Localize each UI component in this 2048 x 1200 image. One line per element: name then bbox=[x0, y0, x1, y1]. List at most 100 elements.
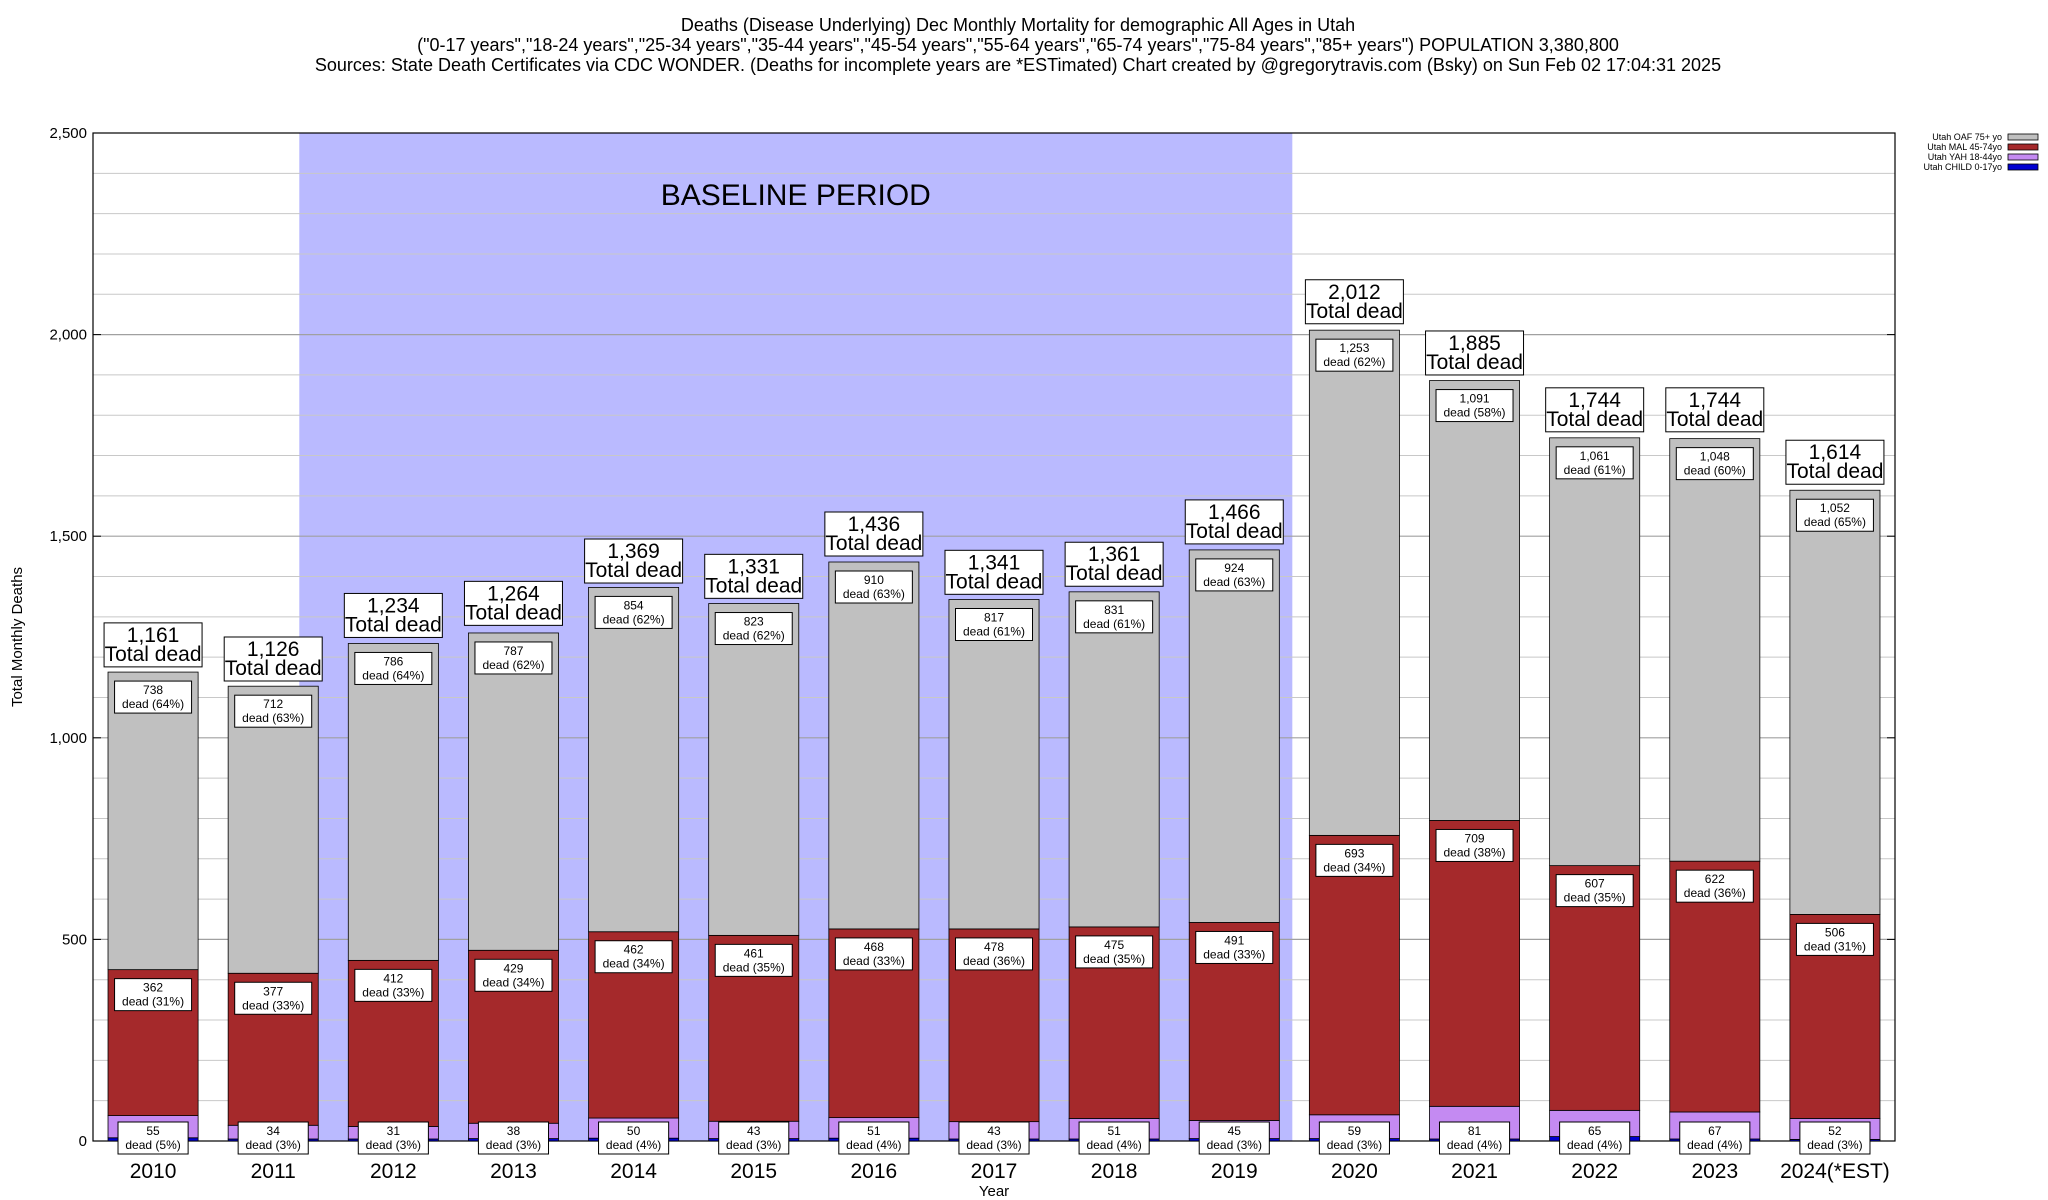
oaf-segment bbox=[1068, 591, 1160, 928]
data-label-box bbox=[234, 694, 313, 728]
total-suffix: Total dead bbox=[1186, 520, 1283, 543]
data-label-value: 429 bbox=[503, 961, 523, 975]
data-label-box bbox=[1438, 1121, 1511, 1155]
data-label-value: 43 bbox=[747, 1124, 761, 1138]
total-label-box bbox=[1304, 279, 1404, 325]
data-label-value: 412 bbox=[383, 971, 403, 985]
data-label-box bbox=[714, 612, 793, 646]
data-label-box bbox=[1195, 930, 1274, 964]
data-label-value: 491 bbox=[1224, 933, 1244, 947]
legend-label: Utah CHILD 0-17yo bbox=[1923, 162, 2002, 172]
total-suffix: Total dead bbox=[946, 570, 1043, 593]
data-label-value: 1,052 bbox=[1820, 501, 1850, 515]
data-label-value: 924 bbox=[1224, 561, 1244, 575]
total-label-box bbox=[824, 511, 924, 557]
data-label-pct: dead (62%) bbox=[1323, 355, 1385, 369]
oaf-segment bbox=[708, 603, 800, 936]
data-label-value: 831 bbox=[1104, 603, 1124, 617]
total-suffix: Total dead bbox=[345, 613, 442, 636]
oaf-segment bbox=[1549, 437, 1641, 867]
x-tick-label: 2022 bbox=[1571, 1160, 1618, 1183]
data-label-value: 1,253 bbox=[1339, 341, 1369, 355]
total-suffix: Total dead bbox=[1666, 408, 1763, 431]
total-label-box bbox=[1545, 387, 1645, 433]
data-label-pct: dead (63%) bbox=[1203, 575, 1265, 589]
total-label-box bbox=[1425, 330, 1525, 376]
data-label-pct: dead (36%) bbox=[963, 954, 1025, 968]
total-label-box bbox=[103, 622, 203, 668]
data-label-box bbox=[1555, 874, 1634, 908]
data-label-pct: dead (60%) bbox=[1684, 464, 1746, 478]
data-label-pct: dead (63%) bbox=[242, 711, 304, 725]
data-label-box bbox=[354, 651, 433, 685]
data-label-value: 67 bbox=[1708, 1124, 1722, 1138]
data-label-value: 43 bbox=[987, 1124, 1001, 1138]
total-value: 1,341 bbox=[968, 551, 1021, 574]
data-label-pct: dead (38%) bbox=[1444, 845, 1506, 859]
data-label-value: 31 bbox=[387, 1124, 401, 1138]
total-value: 1,331 bbox=[727, 555, 780, 578]
data-label-value: 45 bbox=[1228, 1124, 1242, 1138]
data-label-box bbox=[958, 1121, 1030, 1155]
legend-label: Utah OAF 75+ yo bbox=[1932, 132, 2002, 142]
legend-swatch bbox=[2007, 163, 2039, 171]
legend-swatch bbox=[2007, 153, 2039, 161]
legend-item: Utah MAL 45-74yo bbox=[1927, 142, 2039, 152]
data-label-pct: dead (61%) bbox=[963, 625, 1025, 639]
data-label-value: 712 bbox=[263, 697, 283, 711]
total-label-box bbox=[1064, 541, 1164, 587]
title-line-1: Deaths (Disease Underlying) Dec Monthly … bbox=[681, 15, 1355, 35]
data-label-pct: dead (31%) bbox=[1804, 939, 1866, 953]
x-tick-label: 2015 bbox=[730, 1160, 777, 1183]
data-label-pct: dead (4%) bbox=[1687, 1138, 1742, 1152]
x-tick-label: 2023 bbox=[1691, 1160, 1738, 1183]
total-value: 1,126 bbox=[247, 638, 300, 661]
data-label-value: 59 bbox=[1348, 1124, 1362, 1138]
total-suffix: Total dead bbox=[225, 657, 322, 680]
data-label-pct: dead (3%) bbox=[486, 1138, 541, 1152]
data-label-box bbox=[1195, 558, 1274, 592]
data-label-pct: dead (61%) bbox=[1083, 617, 1145, 631]
data-label-value: 377 bbox=[263, 984, 283, 998]
data-label-pct: dead (36%) bbox=[1684, 886, 1746, 900]
data-label-pct: dead (35%) bbox=[723, 960, 785, 974]
data-label-box bbox=[117, 1121, 189, 1155]
total-value: 1,466 bbox=[1208, 501, 1261, 524]
data-label-pct: dead (34%) bbox=[1323, 860, 1385, 874]
y-tick-label: 1,000 bbox=[49, 730, 87, 747]
data-label-value: 65 bbox=[1588, 1124, 1602, 1138]
y-tick-label: 1,500 bbox=[49, 528, 87, 545]
total-value: 1,361 bbox=[1088, 543, 1141, 566]
data-label-value: 1,048 bbox=[1700, 450, 1730, 464]
data-label-box bbox=[354, 968, 433, 1002]
total-value: 2,012 bbox=[1328, 281, 1381, 304]
x-tick-label: 2013 bbox=[490, 1160, 537, 1183]
data-label-value: 55 bbox=[146, 1124, 160, 1138]
data-label-box bbox=[1198, 1121, 1270, 1155]
mal-segment bbox=[1308, 834, 1400, 1116]
chart-title: Deaths (Disease Underlying) Dec Monthly … bbox=[315, 15, 1721, 75]
data-label-box bbox=[1795, 922, 1874, 956]
oaf-segment bbox=[1789, 489, 1881, 915]
data-label-box bbox=[714, 943, 793, 977]
total-suffix: Total dead bbox=[1546, 408, 1643, 431]
data-label-box bbox=[1315, 843, 1394, 877]
data-label-box bbox=[955, 608, 1033, 642]
